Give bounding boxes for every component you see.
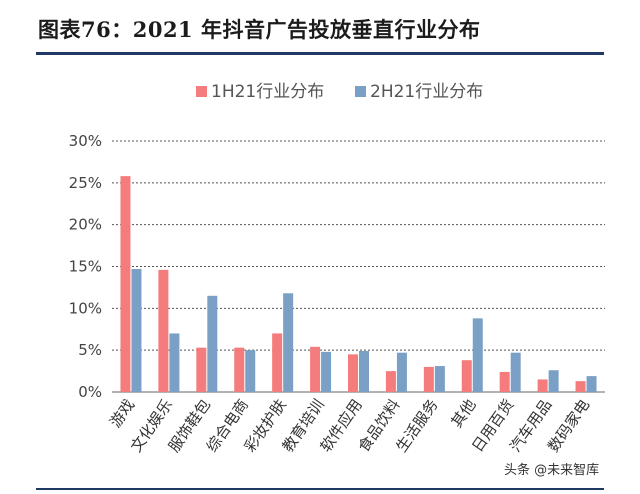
bar-2h21 xyxy=(207,295,218,392)
y-tick-label: 5% xyxy=(78,341,102,359)
bar-1h21 xyxy=(234,347,245,392)
bar-1h21 xyxy=(196,347,207,392)
x-tick-label: 其他 xyxy=(448,396,480,431)
bar-2h21 xyxy=(245,350,256,392)
bar-1h21 xyxy=(158,269,169,392)
bar-1h21 xyxy=(348,354,358,392)
y-tick-label: 30% xyxy=(69,132,102,150)
bar-1h21 xyxy=(461,360,472,392)
legend-label-2h21: 2H21行业分布 xyxy=(370,82,483,102)
bar-2h21 xyxy=(396,352,407,392)
bottom-divider xyxy=(36,488,604,490)
bar-1h21 xyxy=(537,379,548,392)
y-tick-label: 25% xyxy=(69,174,102,192)
legend-swatch-1h21 xyxy=(196,86,207,97)
bar-2h21 xyxy=(321,351,332,392)
watermark: 头条 @未来智库 xyxy=(500,458,604,479)
bar-2h21 xyxy=(586,376,597,392)
bar-1h21 xyxy=(272,333,283,392)
bar-2h21 xyxy=(169,333,180,392)
y-tick-label: 15% xyxy=(69,258,102,276)
legend-label-1h21: 1H21行业分布 xyxy=(211,82,324,102)
bar-1h21 xyxy=(423,366,434,392)
bar-1h21 xyxy=(385,371,396,392)
bar-1h21 xyxy=(575,381,586,392)
y-tick-label: 20% xyxy=(69,216,102,234)
y-tick-label: 10% xyxy=(69,299,102,317)
bar-1h21 xyxy=(499,371,510,392)
title-divider xyxy=(36,52,604,55)
bar-2h21 xyxy=(510,352,521,392)
bar-2h21 xyxy=(283,293,294,392)
legend-swatch-2h21 xyxy=(355,86,366,97)
bar-2h21 xyxy=(472,318,483,392)
chart-title: 图表76：2021 年抖音广告投放垂直行业分布 xyxy=(38,17,481,42)
bar-2h21 xyxy=(548,370,559,392)
bar-2h21 xyxy=(434,366,445,392)
y-tick-label: 0% xyxy=(78,383,102,401)
x-tick-label: 游戏 xyxy=(106,396,138,431)
bar-1h21 xyxy=(310,346,321,392)
bar-2h21 xyxy=(359,351,369,392)
bar-2h21 xyxy=(131,269,142,392)
bar-1h21 xyxy=(120,176,131,392)
